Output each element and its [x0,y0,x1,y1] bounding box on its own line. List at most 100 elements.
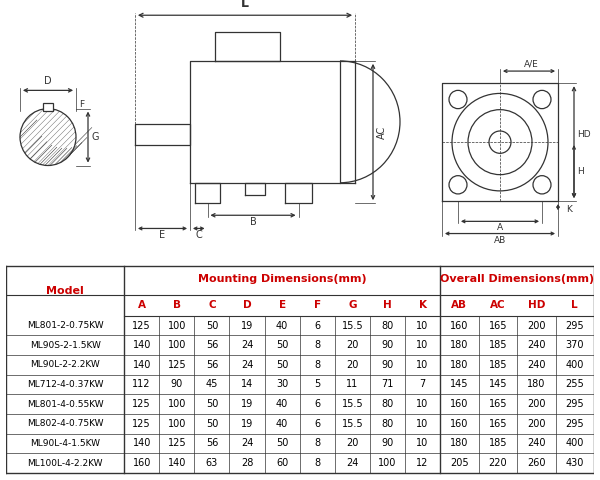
Text: 205: 205 [450,458,469,468]
Text: A/2: A/2 [473,142,487,151]
Text: Mounting Dimensions(mm): Mounting Dimensions(mm) [198,274,367,284]
Text: 10: 10 [416,419,428,429]
Text: AC: AC [377,125,387,139]
Text: 200: 200 [527,399,545,409]
Text: 295: 295 [565,321,584,331]
Text: 140: 140 [133,360,151,370]
Text: 12: 12 [416,458,429,468]
Text: K: K [419,300,427,310]
Text: 24: 24 [241,360,253,370]
Text: ML90L-4-1.5KW: ML90L-4-1.5KW [30,439,100,448]
Text: ML712-4-0.37KW: ML712-4-0.37KW [27,380,103,389]
Text: 11: 11 [346,380,358,389]
Text: 240: 240 [527,340,545,350]
Text: 125: 125 [133,321,151,331]
Text: ML801-4-0.55KW: ML801-4-0.55KW [27,400,103,408]
Text: 180: 180 [450,438,469,448]
Text: 145: 145 [488,380,507,389]
Text: 125: 125 [167,438,186,448]
Text: 185: 185 [488,360,507,370]
Text: 100: 100 [167,419,186,429]
Text: 125: 125 [133,419,151,429]
Text: 63: 63 [206,458,218,468]
Circle shape [468,109,532,175]
Text: 15.5: 15.5 [341,419,363,429]
Text: 140: 140 [167,458,186,468]
Text: 160: 160 [450,321,469,331]
Text: 200: 200 [527,321,545,331]
Text: 100: 100 [167,321,186,331]
Text: E: E [278,300,286,310]
Text: 8: 8 [314,360,320,370]
Circle shape [449,176,467,194]
Text: 160: 160 [133,458,151,468]
Text: 40: 40 [276,419,288,429]
Text: A/E: A/E [524,59,538,68]
Circle shape [449,90,467,108]
Text: D: D [44,76,52,86]
Circle shape [533,176,551,194]
Text: 24: 24 [241,438,253,448]
Text: AB: AB [451,300,467,310]
Text: 145: 145 [450,380,469,389]
Text: 30: 30 [276,380,288,389]
Text: 180: 180 [450,340,469,350]
Text: B: B [250,217,256,228]
Text: HD: HD [577,130,590,139]
Text: H: H [577,167,584,176]
Text: 260: 260 [527,458,545,468]
Text: 400: 400 [566,360,584,370]
Text: AC: AC [490,300,506,310]
Text: 5: 5 [314,380,320,389]
Text: 50: 50 [276,340,288,350]
Bar [43,103,53,111]
Circle shape [20,108,76,166]
Text: 165: 165 [488,321,507,331]
Text: 200: 200 [527,419,545,429]
Text: E: E [160,230,166,240]
Text: 80: 80 [381,321,394,331]
Text: 40: 40 [276,321,288,331]
Text: 160: 160 [450,419,469,429]
Text: 56: 56 [206,340,218,350]
Text: 28: 28 [241,458,253,468]
Text: A: A [137,300,146,310]
Text: 71: 71 [381,380,394,389]
Text: B: B [173,300,181,310]
Polygon shape [135,124,190,144]
Text: 430: 430 [566,458,584,468]
Text: 56: 56 [206,438,218,448]
Text: HD: HD [527,300,545,310]
Text: 185: 185 [488,438,507,448]
Text: 100: 100 [167,399,186,409]
Text: 165: 165 [488,419,507,429]
Text: 15.5: 15.5 [341,399,363,409]
Text: G: G [348,300,356,310]
Text: 60: 60 [276,458,288,468]
Text: F: F [314,300,321,310]
Text: 180: 180 [527,380,545,389]
Text: 20: 20 [346,438,359,448]
Text: 6: 6 [314,419,320,429]
Text: 19: 19 [241,321,253,331]
Text: AB: AB [494,236,506,245]
Text: 6: 6 [314,321,320,331]
Text: 10: 10 [416,438,428,448]
Circle shape [489,131,511,153]
Polygon shape [195,183,220,203]
Text: Model: Model [46,286,84,296]
Polygon shape [442,83,558,201]
Text: Overall Dimensions(mm): Overall Dimensions(mm) [440,274,594,284]
Text: 8: 8 [314,340,320,350]
Text: C: C [208,300,216,310]
Circle shape [452,94,548,191]
Text: 400: 400 [566,438,584,448]
Text: 90: 90 [381,340,394,350]
Polygon shape [215,33,280,61]
Text: D: D [242,300,251,310]
Text: L: L [241,0,249,10]
Text: 10: 10 [416,360,428,370]
Text: ML90S-2-1.5KW: ML90S-2-1.5KW [29,341,101,350]
Text: 112: 112 [133,380,151,389]
Text: 20: 20 [346,340,359,350]
